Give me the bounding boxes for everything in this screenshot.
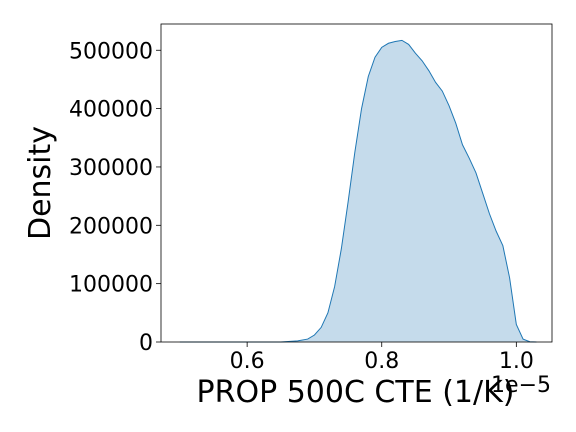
- y-tick-label: 0: [139, 331, 153, 356]
- y-tick-label: 500000: [69, 39, 153, 64]
- x-tick-label: 0.8: [364, 349, 399, 374]
- y-tick-label: 100000: [69, 273, 153, 298]
- x-axis-offset-label: 1e−5: [491, 373, 551, 398]
- x-axis-ticks: 0.6 0.8 1.0: [230, 342, 534, 374]
- x-tick-label: 1.0: [499, 349, 534, 374]
- y-axis-ticks: 0 100000 200000 300000 400000 500000: [69, 39, 161, 356]
- density-area-fill: [179, 40, 537, 343]
- y-tick-label: 400000: [69, 98, 153, 123]
- x-tick-label: 0.6: [230, 349, 265, 374]
- axes-frame: [160, 23, 553, 343]
- density-curve-line: [179, 39, 537, 343]
- y-tick-label: 200000: [69, 214, 153, 239]
- y-axis-title: Density: [23, 126, 58, 240]
- x-axis-title: PROP 500C CTE (1/K): [197, 375, 515, 410]
- y-tick-label: 300000: [69, 156, 153, 181]
- plot-layer: [179, 39, 537, 343]
